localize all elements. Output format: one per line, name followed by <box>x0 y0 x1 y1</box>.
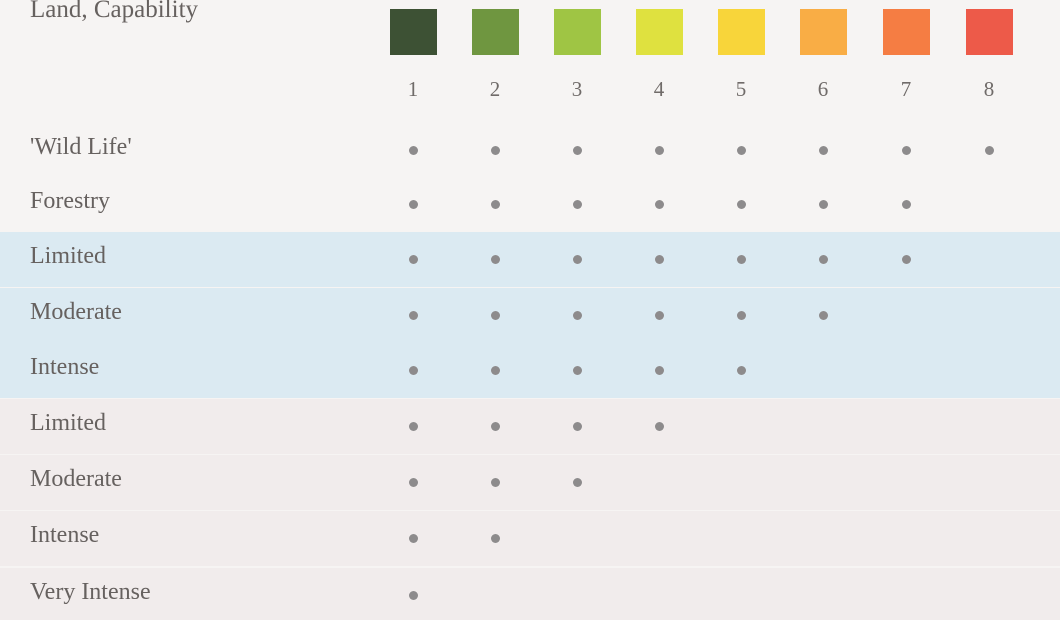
dot-row3-class2 <box>491 255 500 264</box>
dot-row3-class6 <box>819 255 828 264</box>
class-label-2: 2 <box>489 77 501 101</box>
row-label-8: Intense <box>30 522 100 548</box>
class-swatch-7 <box>883 9 930 55</box>
dot-row1-class4 <box>655 146 664 155</box>
dot-row3-class7 <box>902 255 911 264</box>
row-label-4: Moderate <box>30 299 122 325</box>
row-band-2 <box>0 177 1060 232</box>
row-band-1 <box>0 123 1060 178</box>
dot-row2-class7 <box>902 200 911 209</box>
class-swatch-5 <box>718 9 765 55</box>
class-label-5: 5 <box>735 77 747 101</box>
class-label-4: 4 <box>653 77 665 101</box>
class-label-1: 1 <box>407 77 419 101</box>
dot-row2-class3 <box>573 200 582 209</box>
dot-row2-class6 <box>819 200 828 209</box>
dot-row4-class2 <box>491 311 500 320</box>
row-band-7 <box>0 455 1060 510</box>
dot-row1-class8 <box>985 146 994 155</box>
class-label-3: 3 <box>571 77 583 101</box>
dot-row7-class2 <box>491 478 500 487</box>
class-swatch-6 <box>800 9 847 55</box>
dot-row3-class3 <box>573 255 582 264</box>
row-label-1: 'Wild Life' <box>30 134 132 160</box>
class-label-7: 7 <box>900 77 912 101</box>
row-label-5: Intense <box>30 354 100 380</box>
dot-row3-class1 <box>409 255 418 264</box>
dot-row1-class5 <box>737 146 746 155</box>
dot-row2-class2 <box>491 200 500 209</box>
class-label-6: 6 <box>817 77 829 101</box>
row-band-3 <box>0 232 1060 287</box>
row-label-3: Limited <box>30 243 106 269</box>
dot-row6-class3 <box>573 422 582 431</box>
dot-row1-class3 <box>573 146 582 155</box>
dot-row4-class4 <box>655 311 664 320</box>
dot-row5-class3 <box>573 366 582 375</box>
class-swatch-4 <box>636 9 683 55</box>
dot-row1-class7 <box>902 146 911 155</box>
row-label-7: Moderate <box>30 466 122 492</box>
dot-row1-class1 <box>409 146 418 155</box>
dot-row4-class5 <box>737 311 746 320</box>
class-swatch-2 <box>472 9 519 55</box>
dot-row6-class2 <box>491 422 500 431</box>
row-band-5 <box>0 343 1060 398</box>
row-label-2: Forestry <box>30 188 110 214</box>
dot-row9-class1 <box>409 591 418 600</box>
class-swatch-1 <box>390 9 437 55</box>
dot-row2-class1 <box>409 200 418 209</box>
dot-row8-class2 <box>491 534 500 543</box>
dot-row5-class5 <box>737 366 746 375</box>
dot-row3-class4 <box>655 255 664 264</box>
dot-row6-class4 <box>655 422 664 431</box>
dot-row4-class3 <box>573 311 582 320</box>
dot-row1-class6 <box>819 146 828 155</box>
dot-row4-class1 <box>409 311 418 320</box>
dot-row8-class1 <box>409 534 418 543</box>
row-band-6 <box>0 399 1060 454</box>
row-band-9 <box>0 568 1060 620</box>
chart-title: Land, Capability <box>30 0 199 23</box>
class-swatch-8 <box>966 9 1013 55</box>
dot-row4-class6 <box>819 311 828 320</box>
row-band-8 <box>0 511 1060 566</box>
dot-row6-class1 <box>409 422 418 431</box>
class-swatch-3 <box>554 9 601 55</box>
dot-row5-class1 <box>409 366 418 375</box>
dot-row7-class1 <box>409 478 418 487</box>
dot-row2-class4 <box>655 200 664 209</box>
dot-row5-class4 <box>655 366 664 375</box>
dot-row3-class5 <box>737 255 746 264</box>
row-label-9: Very Intense <box>30 579 151 605</box>
dot-row5-class2 <box>491 366 500 375</box>
row-band-4 <box>0 288 1060 343</box>
class-label-8: 8 <box>983 77 995 101</box>
dot-row2-class5 <box>737 200 746 209</box>
dot-row7-class3 <box>573 478 582 487</box>
dot-row1-class2 <box>491 146 500 155</box>
row-label-6: Limited <box>30 410 106 436</box>
